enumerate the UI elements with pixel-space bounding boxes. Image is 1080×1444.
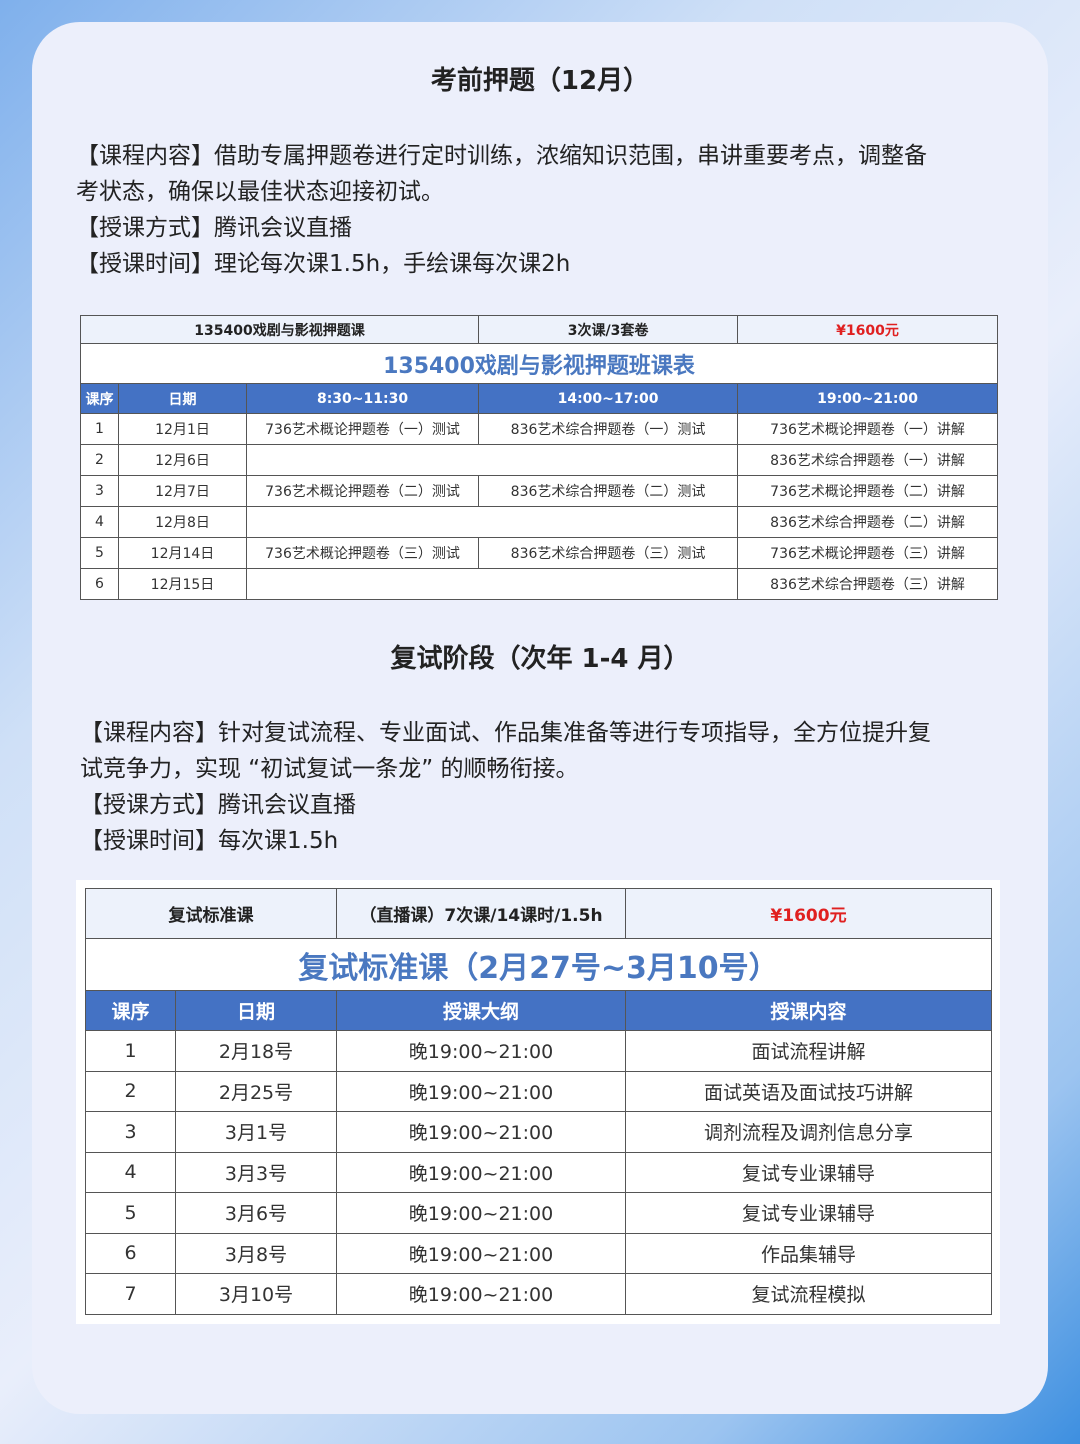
table-cell: 作品集辅导 [625, 1232, 992, 1274]
table-cell: 晚19:00~21:00 [336, 1151, 626, 1193]
table-cell: 2月18号 [175, 1030, 337, 1072]
section-title-retest: 复试阶段（次年 1-4 月） [390, 644, 690, 674]
table-title: 复试标准课（2月27号~3月10号） [85, 938, 992, 991]
table-row: 6 3月8号 晚19:00~21:00 作品集辅导 [85, 1232, 992, 1274]
table-cell: 4 [85, 1151, 176, 1193]
table-cell: 复试专业课辅导 [625, 1192, 992, 1234]
desc-line: 【授课方式】腾讯会议直播 [76, 215, 352, 241]
column-header: 课序 [85, 990, 176, 1031]
column-header: 授课内容 [625, 990, 992, 1031]
table-cell: 6 [85, 1232, 176, 1274]
table-cell [245, 506, 739, 538]
table-cell: 7 [85, 1273, 176, 1315]
course-count: 3次课/3套卷 [478, 315, 739, 344]
table-cell: 晚19:00~21:00 [336, 1070, 626, 1112]
table-cell: 3月10号 [175, 1273, 337, 1315]
column-header: 8:30~11:30 [245, 383, 480, 414]
table-cell: 836艺术综合押题卷（三）测试 [478, 537, 739, 569]
table-cell: 3 [80, 475, 119, 507]
section-title-exam-prep: 考前押题（12月） [430, 66, 650, 96]
table-row: 5 3月6号 晚19:00~21:00 复试专业课辅导 [85, 1192, 992, 1234]
table-cell: 1 [85, 1030, 176, 1072]
course-count: （直播课）7次课/14课时/1.5h [336, 888, 626, 939]
table-cell: 4 [80, 506, 119, 538]
table-cell: 3月8号 [175, 1232, 337, 1274]
retest-schedule-table: 复试标准课 （直播课）7次课/14课时/1.5h ¥1600元 复试标准课（2月… [85, 888, 992, 1315]
table-cell: 12月14日 [118, 537, 247, 569]
table-cell: 12月1日 [118, 413, 247, 445]
table-row: 4 3月3号 晚19:00~21:00 复试专业课辅导 [85, 1151, 992, 1193]
table-cell: 836艺术综合押题卷（二）测试 [478, 475, 739, 507]
table-row: 7 3月10号 晚19:00~21:00 复试流程模拟 [85, 1273, 992, 1315]
table-cell: 736艺术概论押题卷（一）测试 [245, 413, 480, 445]
table-cell: 12月15日 [118, 568, 247, 600]
table-cell: 736艺术概论押题卷（二）讲解 [737, 475, 999, 507]
course-name: 135400戏剧与影视押题课 [79, 315, 480, 344]
table-row: 1 2月18号 晚19:00~21:00 面试流程讲解 [85, 1030, 992, 1072]
table-row: 2 12月6日 836艺术综合押题卷（一）讲解 [80, 444, 999, 476]
table-title: 135400戏剧与影视押题班课表 [79, 343, 999, 384]
table-cell: 3 [85, 1111, 176, 1153]
table-cell: 736艺术概论押题卷（三）讲解 [737, 537, 999, 569]
table-row: 2 2月25号 晚19:00~21:00 面试英语及面试技巧讲解 [85, 1070, 992, 1112]
table-cell: 调剂流程及调剂信息分享 [625, 1111, 992, 1153]
table-row: 5 12月14日 736艺术概论押题卷（三）测试 836艺术综合押题卷（三）测试 736… [80, 537, 999, 569]
table-cell [245, 568, 739, 600]
table-cell [245, 444, 739, 476]
table-cell: 836艺术综合押题卷（二）讲解 [737, 506, 999, 538]
column-header: 授课大纲 [336, 990, 626, 1031]
column-header: 日期 [175, 990, 337, 1031]
course-price: ¥1600元 [625, 888, 992, 939]
table-cell: 12月7日 [118, 475, 247, 507]
column-header: 课序 [80, 383, 119, 414]
table-row: 1 12月1日 736艺术概论押题卷（一）测试 836艺术综合押题卷（一）测试 736艺… [80, 413, 999, 445]
desc-line: 【课程内容】借助专属押题卷进行定时训练，浓缩知识范围，串讲重要考点，调整备 [76, 143, 927, 169]
column-header: 19:00~21:00 [737, 383, 999, 414]
section1-description: 【课程内容】借助专属押题卷进行定时训练，浓缩知识范围，串讲重要考点，调整备 考状… [76, 138, 927, 282]
exam-prep-schedule-table: 135400戏剧与影视押题课 3次课/3套卷 ¥1600元 135400戏剧与影… [79, 315, 999, 600]
table-cell: 晚19:00~21:00 [336, 1111, 626, 1153]
table-cell: 晚19:00~21:00 [336, 1273, 626, 1315]
table-cell: 3月6号 [175, 1192, 337, 1234]
table-cell: 736艺术概论押题卷（一）讲解 [737, 413, 999, 445]
table-cell: 836艺术综合押题卷（一）测试 [478, 413, 739, 445]
table-cell: 晚19:00~21:00 [336, 1192, 626, 1234]
table-cell: 晚19:00~21:00 [336, 1232, 626, 1274]
table-row: 6 12月15日 836艺术综合押题卷（三）讲解 [80, 568, 999, 600]
table-cell: 复试专业课辅导 [625, 1151, 992, 1193]
table-row: 3 12月7日 736艺术概论押题卷（二）测试 836艺术综合押题卷（二）测试 736艺… [80, 475, 999, 507]
table-cell: 12月6日 [118, 444, 247, 476]
table-cell: 面试英语及面试技巧讲解 [625, 1070, 992, 1112]
table-cell: 5 [80, 537, 119, 569]
table-cell: 3月1号 [175, 1111, 337, 1153]
table-cell: 1 [80, 413, 119, 445]
table-cell: 736艺术概论押题卷（三）测试 [245, 537, 480, 569]
table-cell: 6 [80, 568, 119, 600]
desc-line: 【授课时间】每次课1.5h [80, 828, 339, 854]
table-cell: 复试流程模拟 [625, 1273, 992, 1315]
table-cell: 5 [85, 1192, 176, 1234]
table-cell: 2 [85, 1070, 176, 1112]
course-name: 复试标准课 [85, 888, 337, 939]
column-header: 14:00~17:00 [478, 383, 739, 414]
desc-line: 考状态，确保以最佳状态迎接初试。 [76, 179, 444, 205]
table-cell: 2月25号 [175, 1070, 337, 1112]
table-cell: 836艺术综合押题卷（三）讲解 [737, 568, 999, 600]
desc-line: 【授课方式】腾讯会议直播 [80, 792, 356, 818]
course-price: ¥1600元 [737, 315, 999, 344]
table-cell: 736艺术概论押题卷（二）测试 [245, 475, 480, 507]
section2-description: 【课程内容】针对复试流程、专业面试、作品集准备等进行专项指导，全方位提升复 试竞… [80, 715, 931, 859]
desc-line: 【授课时间】理论每次课1.5h，手绘课每次课2h [76, 251, 571, 277]
desc-line: 【课程内容】针对复试流程、专业面试、作品集准备等进行专项指导，全方位提升复 [80, 720, 931, 746]
table-cell: 3月3号 [175, 1151, 337, 1193]
table-row: 4 12月8日 836艺术综合押题卷（二）讲解 [80, 506, 999, 538]
desc-line: 试竞争力，实现 “初试复试一条龙” 的顺畅衔接。 [80, 756, 579, 782]
table-cell: 晚19:00~21:00 [336, 1030, 626, 1072]
table-row: 3 3月1号 晚19:00~21:00 调剂流程及调剂信息分享 [85, 1111, 992, 1153]
table-cell: 12月8日 [118, 506, 247, 538]
table-cell: 2 [80, 444, 119, 476]
column-header: 日期 [118, 383, 247, 414]
table-cell: 面试流程讲解 [625, 1030, 992, 1072]
table-cell: 836艺术综合押题卷（一）讲解 [737, 444, 999, 476]
